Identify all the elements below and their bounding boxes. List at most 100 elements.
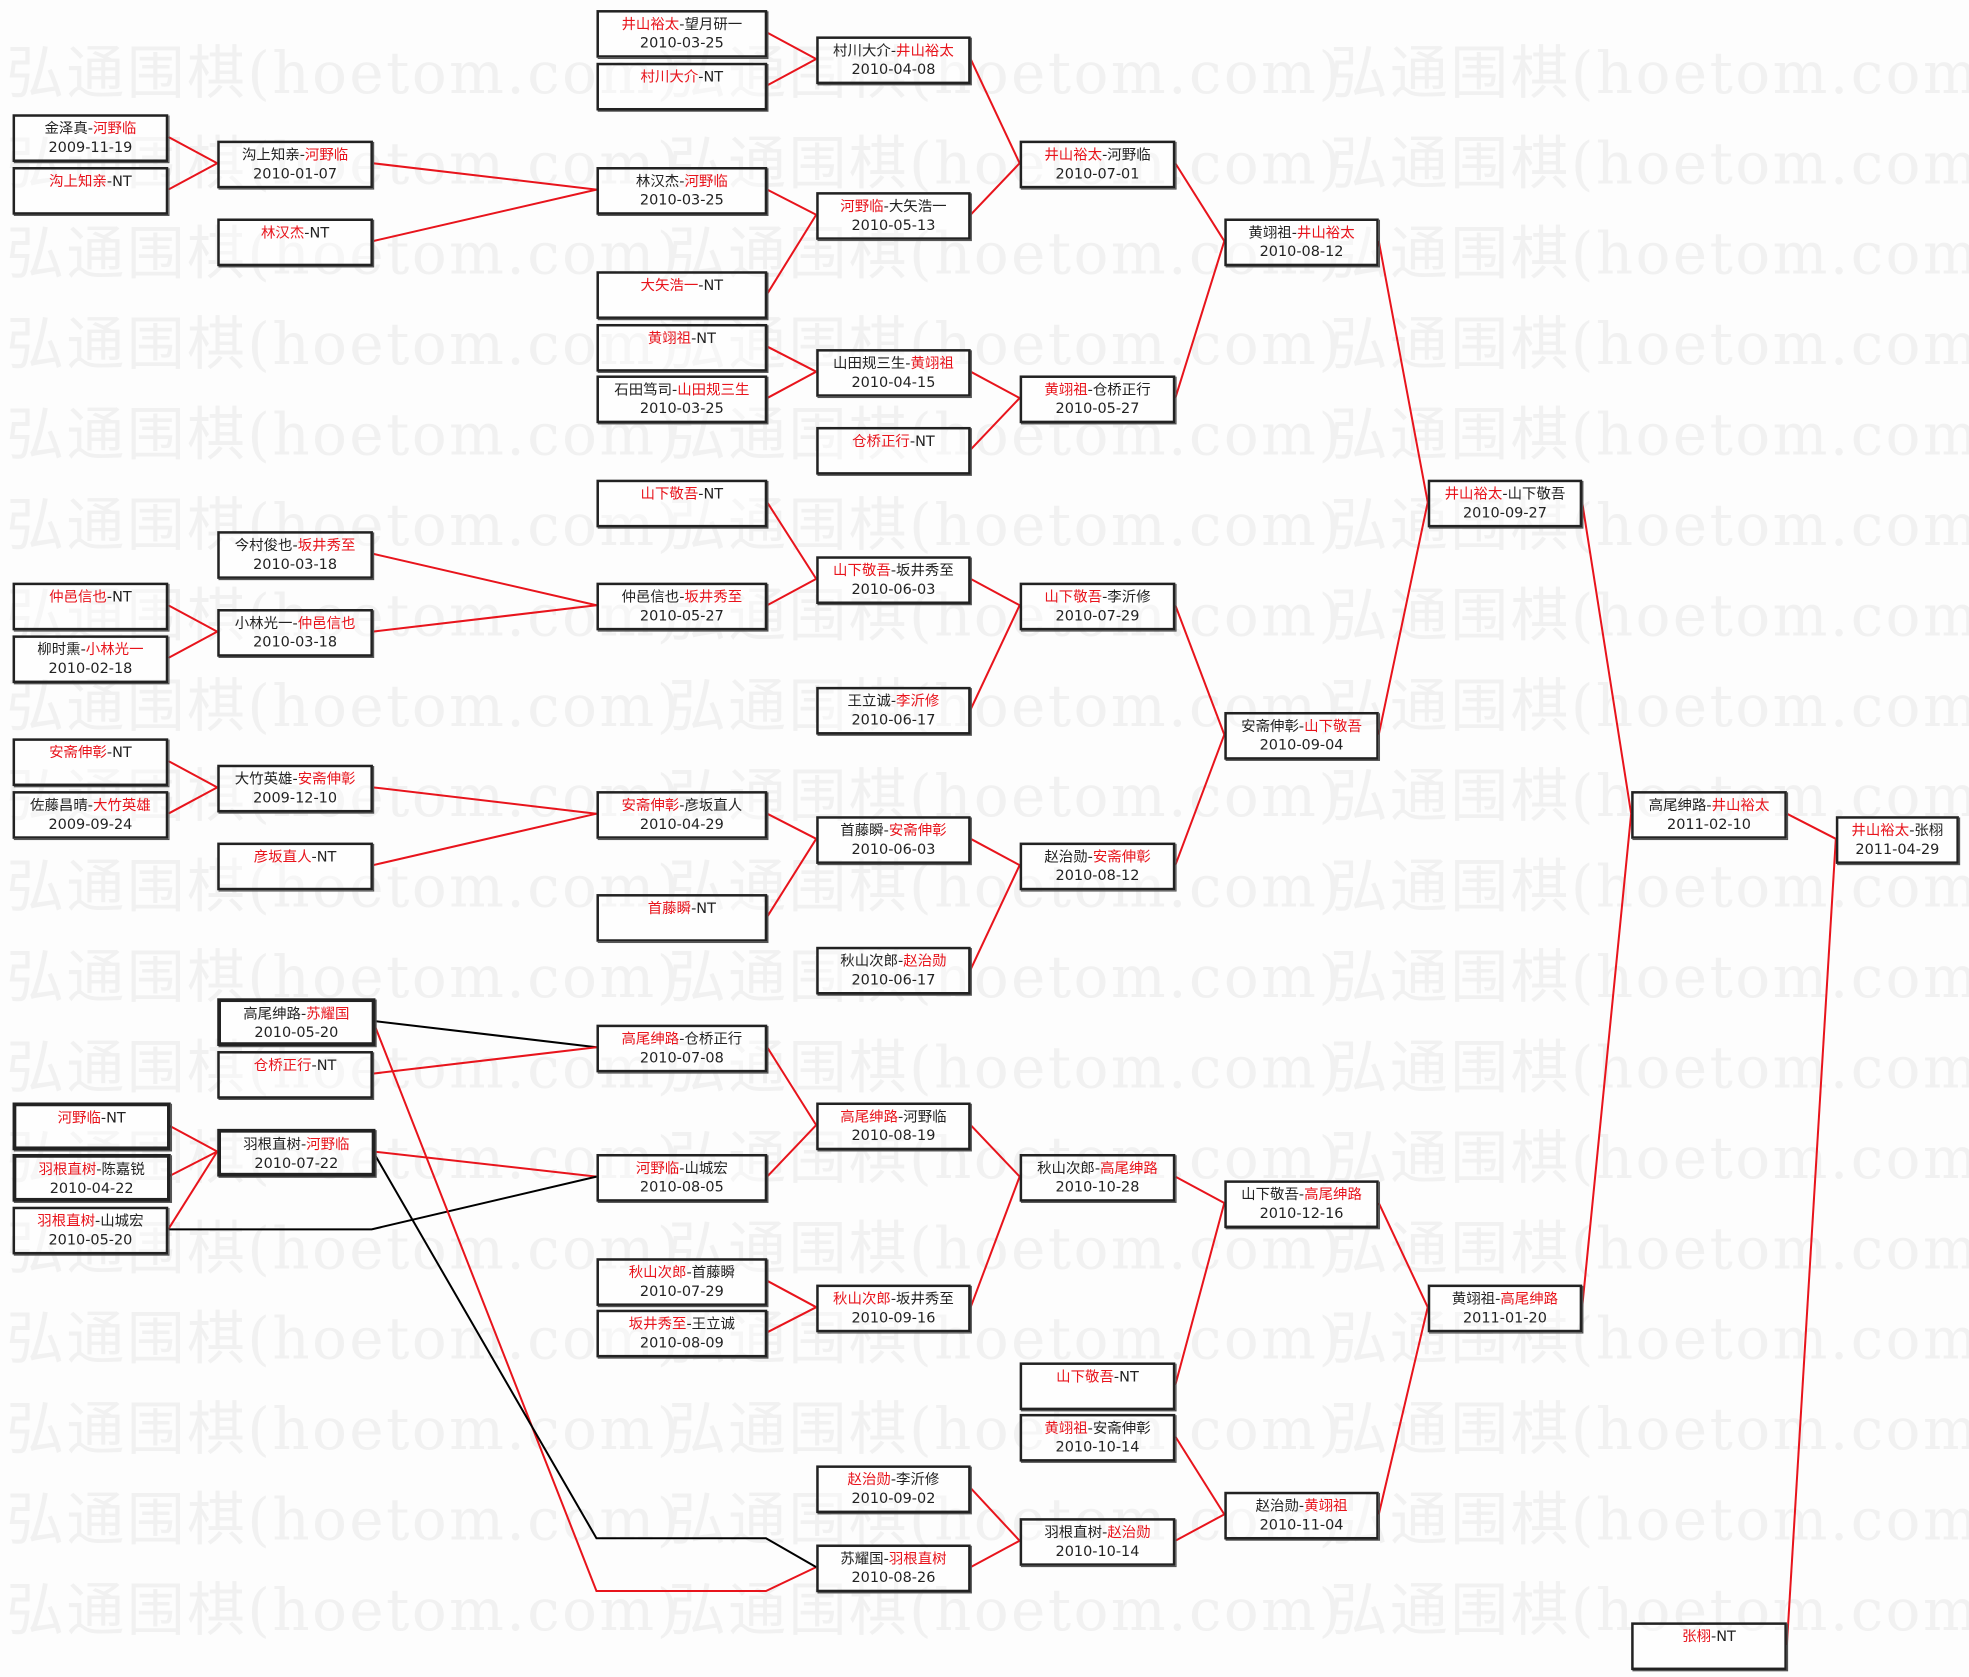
match-box[interactable]: 羽根直树-山城宏 2010-05-20 [12,1206,169,1255]
separator: - [106,172,113,190]
player-1: 高尾绅路 [243,1004,301,1023]
match-box[interactable]: 山下敬吾-NT [596,479,768,528]
match-box[interactable]: 佐藤昌晴-大竹英雄 2009-09-24 [12,791,169,839]
player-1: 首藤瞬 [647,899,692,917]
match-box[interactable]: 赵治勋-李沂修 2010-09-02 [816,1465,971,1514]
match-box[interactable]: 今村俊也-坂井秀至 2010-03-18 [217,531,373,579]
player-2: NT [915,431,935,450]
connector-line [766,370,817,399]
match-box[interactable]: 高尾绅路-苏耀国 2010-05-20 [217,998,376,1046]
match-players: 河野临-大矢浩一 [840,197,946,215]
player-2: 李沂修 [896,691,940,710]
match-box[interactable]: 羽根直树-赵治勋 2010-10-14 [1019,1518,1176,1566]
match-players: 黄翊祖-安斋伸彰 [1044,1419,1150,1437]
match-box[interactable]: 黄翊祖-井山裕太 2010-08-12 [1224,218,1379,267]
match-box[interactable]: 山下敬吾-坂井秀至 2010-06-03 [816,556,971,604]
player-2: NT [1119,1367,1139,1386]
match-box[interactable]: 井山裕太-望月研一 2010-03-25 [596,10,768,58]
match-box[interactable]: 首藤瞬-安斋伸彰 2010-06-03 [816,816,971,864]
connector-line [1174,1175,1225,1204]
player-1: 山下敬吾 [1056,1367,1114,1386]
match-box[interactable]: 金泽真-河野临 2009-11-19 [12,114,169,162]
connector-line [970,577,1021,607]
match-box[interactable]: 小林光一-仲邑信也 2010-03-18 [217,609,373,657]
match-box[interactable]: 河野临-大矢浩一 2010-05-13 [816,192,971,240]
match-box[interactable]: 村川大介-井山裕太 2010-04-08 [816,36,971,85]
match-box[interactable]: 仓桥正行-NT [816,426,971,475]
match-box[interactable]: 坂井秀至-王立诚 2010-08-09 [596,1309,768,1358]
connector-line [969,1176,1021,1308]
player-2: 河野临 [1107,145,1151,164]
match-players: 佐藤昌晴-大竹英雄 [30,796,151,814]
connector-line [1174,604,1226,735]
match-box[interactable]: 黄翊祖-NT [596,323,768,372]
match-box[interactable]: 黄翊祖-高尾绅路 2011-01-20 [1427,1284,1583,1333]
player-1: 井山裕太 [1444,484,1503,503]
match-box[interactable]: 井山裕太-河野临 2010-07-01 [1019,140,1176,189]
match-box[interactable]: 仓桥正行-NT [217,1051,373,1099]
match-players: 仓桥正行-NT [254,1056,337,1074]
match-box[interactable]: 山下敬吾-李沂修 2010-07-29 [1019,582,1176,631]
match-box[interactable]: 秋山次郎-坂井秀至 2010-09-16 [816,1284,971,1333]
match-players: 高尾绅路-井山裕太 [1649,796,1770,814]
match-box[interactable]: 羽根直树-河野临 2010-07-22 [217,1128,376,1177]
player-1: 林汉杰 [260,223,305,242]
match-box[interactable]: 林汉杰-河野临 2010-03-25 [596,167,768,215]
match-box[interactable]: 河野临-山城宏 2010-08-05 [596,1153,768,1202]
match-box[interactable]: 沟上知亲-NT [12,167,169,215]
match-players: 黄翊祖-井山裕太 [1248,224,1354,242]
match-box[interactable]: 河野临-NT [12,1102,171,1151]
player-1: 坂井秀至 [628,1314,687,1333]
match-players: 黄翊祖-仓桥正行 [1044,380,1150,398]
match-box[interactable]: 山田规三生-黄翊祖 2010-04-15 [816,349,971,397]
watermark-text: 弘通围棋(hoetom.com) [1329,400,1969,469]
player-1: 秋山次郎 [1037,1159,1095,1177]
match-box[interactable]: 山下敬吾-NT [1019,1362,1176,1411]
connector-line [766,188,817,216]
match-box[interactable]: 黄翊祖-仓桥正行 2010-05-27 [1019,375,1176,424]
separator: - [300,1135,307,1153]
match-box[interactable]: 林汉杰-NT [217,218,373,267]
connector-line [372,1150,597,1178]
player-2: NT [1716,1627,1736,1645]
match-box[interactable]: 秋山次郎-高尾绅路 2010-10-28 [1019,1153,1176,1202]
match-box[interactable]: 仲邑信也-NT [12,582,169,631]
match-box[interactable]: 秋山次郎-赵治勋 2010-06-17 [816,946,971,995]
match-box[interactable]: 柳时熏-小林光一 2010-02-18 [12,635,169,684]
connector-line [970,837,1021,867]
match-box[interactable]: 高尾绅路-仓桥正行 2010-07-08 [596,1024,768,1073]
match-box[interactable]: 赵治勋-黄翊祖 2010-11-04 [1224,1491,1379,1540]
match-box[interactable]: 村川大介-NT [596,62,768,111]
match-box[interactable]: 井山裕太-山下敬吾 2010-09-27 [1427,479,1583,528]
match-box[interactable]: 山下敬吾-高尾绅路 2010-12-16 [1224,1180,1379,1229]
match-box[interactable]: 彦坂直人-NT [217,842,373,891]
match-box[interactable]: 高尾绅路-井山裕太 2011-02-10 [1631,791,1787,839]
match-box[interactable]: 苏耀国-羽根直树 2010-08-26 [816,1544,971,1593]
match-box[interactable]: 沟上知亲-河野临 2010-01-07 [217,140,373,189]
match-box[interactable]: 秋山次郎-首藤瞬 2010-07-29 [596,1258,768,1306]
player-2: 仓桥正行 [1092,380,1151,399]
match-box[interactable]: 大竹英雄-安斋伸彰 2009-12-10 [217,764,373,813]
match-box[interactable]: 大矢浩一-NT [596,271,768,319]
match-date: 2010-11-04 [1259,1515,1344,1534]
match-box[interactable]: 井山裕太-张栩 2011-04-29 [1835,816,1959,864]
match-box[interactable]: 首藤瞬-NT [596,894,768,942]
match-box[interactable]: 高尾绅路-河野临 2010-08-19 [816,1102,971,1151]
match-box[interactable]: 安斋伸彰-彦坂直人 2010-04-29 [596,791,768,839]
match-box[interactable]: 张栩-NT [1631,1622,1787,1671]
match-box[interactable]: 安斋伸彰-山下敬吾 2010-09-04 [1224,711,1379,760]
match-box[interactable]: 羽根直树-陈嘉锐 2010-04-22 [12,1153,171,1202]
watermark-text: 弘通围棋(hoetom.com) [668,129,1344,198]
match-box[interactable]: 石田笃司-山田规三生 2010-03-25 [596,375,768,424]
match-box[interactable]: 赵治勋-安斋伸彰 2010-08-12 [1019,842,1176,891]
connector-line [167,162,218,191]
match-box[interactable]: 仲邑信也-坂井秀至 2010-05-27 [596,582,768,631]
player-1: 安斋伸彰 [621,796,680,814]
match-box[interactable]: 王立诚-李沂修 2010-06-17 [816,686,971,735]
match-box[interactable]: 安斋伸彰-NT [12,738,169,787]
watermark-text: 弘通围棋(hoetom.com) [668,400,1344,469]
player-2: 黄翊祖 [1304,1496,1348,1515]
match-box[interactable]: 黄翊祖-安斋伸彰 2010-10-14 [1019,1413,1176,1462]
match-date: 2010-05-13 [851,215,936,234]
separator: - [883,1549,889,1568]
